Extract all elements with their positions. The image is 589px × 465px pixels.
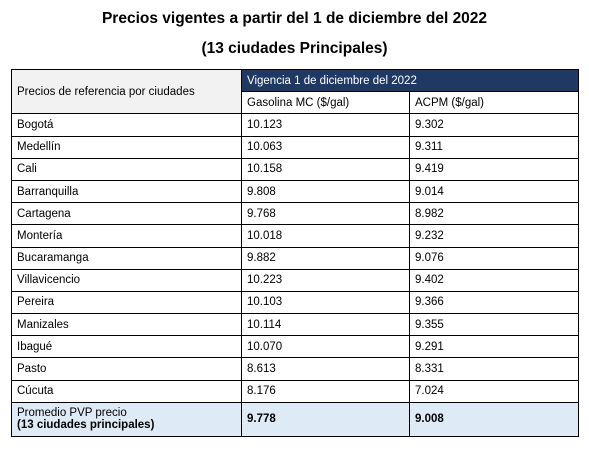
acpm-cell: 7.024 (408, 379, 580, 403)
table-row: Medellín 10.063 9.311 (11, 135, 580, 159)
gasolina-cell: 9.882 (241, 246, 410, 270)
average-gasolina-cell: 9.778 (241, 401, 410, 437)
table-row: Villavicencio 10.223 9.402 (11, 268, 580, 292)
gasolina-cell: 10.158 (241, 157, 410, 181)
gasolina-cell: 10.123 (241, 113, 410, 137)
acpm-cell: 9.232 (408, 224, 580, 248)
gasolina-cell: 10.223 (241, 268, 410, 292)
table-row: Bogotá 10.123 9.302 (11, 113, 580, 137)
table-row: Cúcuta 8.176 7.024 (11, 379, 580, 403)
city-cell: Montería (11, 224, 242, 248)
table-header-row: Precios de referencia por ciudades Vigen… (11, 68, 580, 115)
average-row: Promedio PVP precio (13 ciudades princip… (11, 401, 580, 437)
city-cell: Pasto (11, 357, 242, 381)
gasolina-cell: 8.176 (241, 379, 410, 403)
acpm-column-header: ACPM ($/gal) (408, 91, 580, 115)
city-cell: Bucaramanga (11, 246, 242, 270)
table-row: Manizales 10.114 9.355 (11, 313, 580, 337)
average-label-cell: Promedio PVP precio (13 ciudades princip… (11, 401, 242, 437)
table-row: Barranquilla 9.808 9.014 (11, 179, 580, 204)
average-label-line2: (13 ciudades principales) (17, 419, 155, 432)
table-row: Bucaramanga 9.882 9.076 (11, 246, 580, 270)
acpm-cell: 9.311 (408, 135, 580, 159)
city-cell: Cúcuta (11, 379, 242, 403)
gasolina-cell: 10.070 (241, 335, 410, 359)
table-row: Cartagena 9.768 8.982 (11, 202, 580, 226)
city-cell: Cartagena (11, 202, 242, 226)
city-cell: Pereira (11, 290, 242, 315)
gasolina-cell: 9.808 (241, 179, 410, 204)
corner-header: Precios de referencia por ciudades (11, 68, 242, 115)
page-subtitle: (13 ciudades Principales) (201, 40, 388, 57)
average-label-line1: Promedio PVP precio (17, 406, 127, 419)
table-body: Bogotá 10.123 9.302 Medellín 10.063 9.31… (11, 113, 580, 437)
city-cell: Manizales (11, 313, 242, 337)
acpm-cell: 8.331 (408, 357, 580, 381)
table-row: Pasto 8.613 8.331 (11, 357, 580, 381)
city-cell: Cali (11, 157, 242, 181)
gasolina-cell: 8.613 (241, 357, 410, 381)
table-row: Pereira 10.103 9.366 (11, 290, 580, 315)
acpm-cell: 9.014 (408, 179, 580, 204)
acpm-cell: 9.291 (408, 335, 580, 359)
gasolina-cell: 10.018 (241, 224, 410, 248)
prices-table: Precios de referencia por ciudades Vigen… (11, 68, 580, 437)
gasolina-cell: 9.768 (241, 202, 410, 226)
city-cell: Bogotá (11, 113, 242, 137)
acpm-cell: 8.982 (408, 202, 580, 226)
gasolina-column-header: Gasolina MC ($/gal) (241, 91, 410, 115)
table-row: Cali 10.158 9.419 (11, 157, 580, 181)
acpm-cell: 9.366 (408, 290, 580, 315)
acpm-cell: 9.419 (408, 157, 580, 181)
city-cell: Barranquilla (11, 179, 242, 204)
city-cell: Medellín (11, 135, 242, 159)
city-cell: Ibagué (11, 335, 242, 359)
table-row: Montería 10.018 9.232 (11, 224, 580, 248)
table-row: Ibagué 10.070 9.291 (11, 335, 580, 359)
gasolina-cell: 10.114 (241, 313, 410, 337)
gasolina-cell: 10.063 (241, 135, 410, 159)
table-subheader-row: Gasolina MC ($/gal) ACPM ($/gal) (12, 91, 580, 115)
acpm-cell: 9.402 (408, 268, 580, 292)
acpm-cell: 9.302 (408, 113, 580, 137)
city-cell: Villavicencio (11, 268, 242, 292)
acpm-cell: 9.355 (408, 313, 580, 337)
page-title: Precios vigentes a partir del 1 de dicie… (101, 10, 488, 27)
average-acpm-cell: 9.008 (408, 401, 580, 437)
acpm-cell: 9.076 (408, 246, 580, 270)
gasolina-cell: 10.103 (241, 290, 410, 315)
vigencia-header: Vigencia 1 de diciembre del 2022 (240, 68, 580, 93)
